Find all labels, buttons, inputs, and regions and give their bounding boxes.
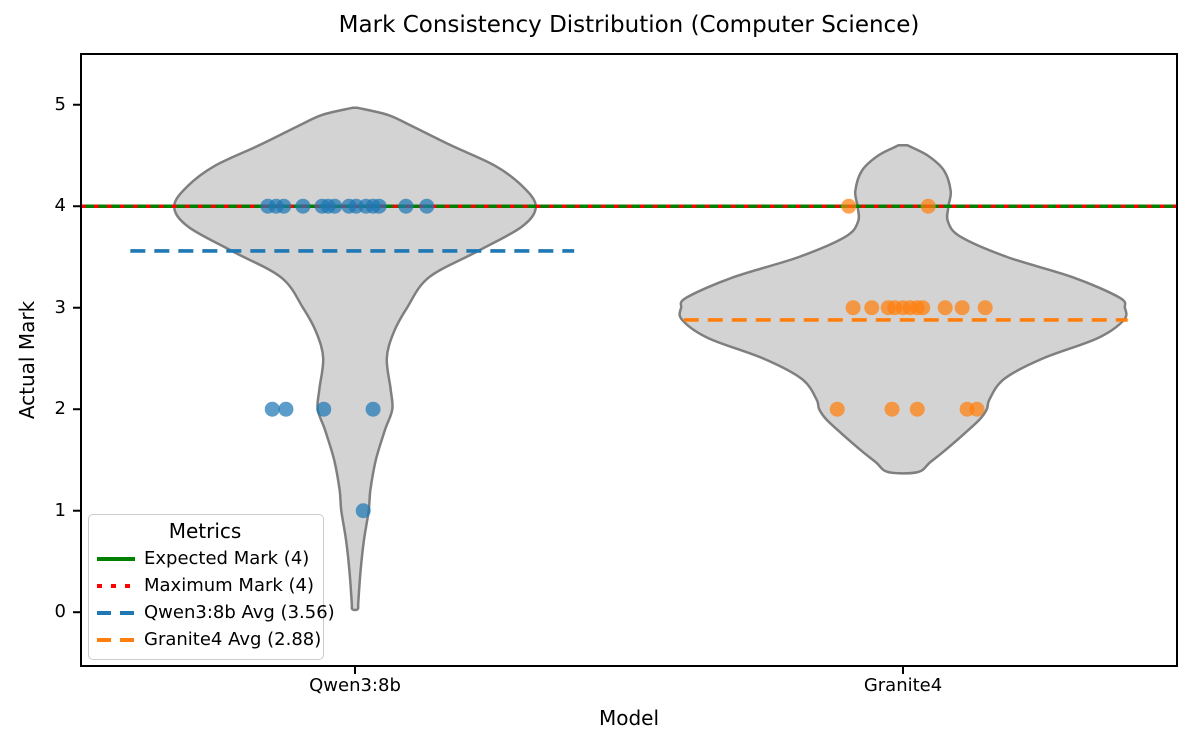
x-tick-label-qwen: Qwen3:8b bbox=[309, 675, 401, 696]
y-tick-label: 0 bbox=[54, 601, 66, 623]
data-point bbox=[365, 401, 381, 417]
data-point bbox=[355, 503, 371, 519]
data-point bbox=[915, 300, 931, 316]
y-tick-label: 1 bbox=[54, 499, 66, 521]
data-point bbox=[327, 198, 343, 214]
data-point bbox=[920, 198, 936, 214]
data-point bbox=[937, 300, 953, 316]
data-point bbox=[398, 198, 414, 214]
y-tick-label: 5 bbox=[54, 93, 66, 115]
chart-title: Mark Consistency Distribution (Computer … bbox=[338, 12, 920, 38]
legend-item-label: Expected Mark (4) bbox=[144, 548, 310, 569]
solid-green-line-icon bbox=[97, 556, 135, 561]
legend-item-label: Maximum Mark (4) bbox=[144, 575, 315, 596]
data-point bbox=[969, 401, 985, 417]
data-point bbox=[278, 401, 294, 417]
y-tick-label: 4 bbox=[54, 195, 66, 217]
data-point bbox=[295, 198, 311, 214]
data-point bbox=[977, 300, 993, 316]
data-point bbox=[845, 300, 861, 316]
dashed-orange-line-icon bbox=[97, 637, 135, 642]
legend-item-qwen-avg: Qwen3:8b Avg (3.56) bbox=[97, 599, 335, 626]
data-point bbox=[264, 401, 280, 417]
legend-item-granite-avg: Granite4 Avg (2.88) bbox=[97, 626, 321, 653]
legend-box: Metrics Expected Mark (4) Maximum Mark (… bbox=[88, 514, 335, 660]
x-axis-label: Model bbox=[598, 706, 660, 730]
violin-qwen3-8b bbox=[172, 106, 538, 612]
dotted-red-line-icon bbox=[97, 583, 135, 588]
data-point bbox=[864, 300, 880, 316]
data-point bbox=[884, 401, 900, 417]
legend-item-maximum-mark: Maximum Mark (4) bbox=[97, 572, 315, 599]
legend-item-label: Qwen3:8b Avg (3.56) bbox=[144, 602, 335, 623]
dashed-blue-line-icon bbox=[97, 610, 135, 615]
data-point bbox=[371, 198, 387, 214]
data-point bbox=[829, 401, 845, 417]
axes-spines bbox=[80, 53, 1178, 667]
legend-title: Metrics bbox=[168, 519, 242, 543]
y-tick-label: 2 bbox=[54, 398, 66, 420]
data-point bbox=[276, 198, 292, 214]
x-tick-label-granite: Granite4 bbox=[863, 675, 943, 696]
data-point bbox=[316, 401, 332, 417]
data-point bbox=[909, 401, 925, 417]
legend-item-expected-mark: Expected Mark (4) bbox=[97, 545, 313, 572]
data-point bbox=[419, 198, 435, 214]
legend-item-label: Granite4 Avg (2.88) bbox=[144, 629, 322, 650]
data-point bbox=[954, 300, 970, 316]
y-tick-label: 3 bbox=[54, 296, 66, 318]
data-point bbox=[841, 198, 857, 214]
